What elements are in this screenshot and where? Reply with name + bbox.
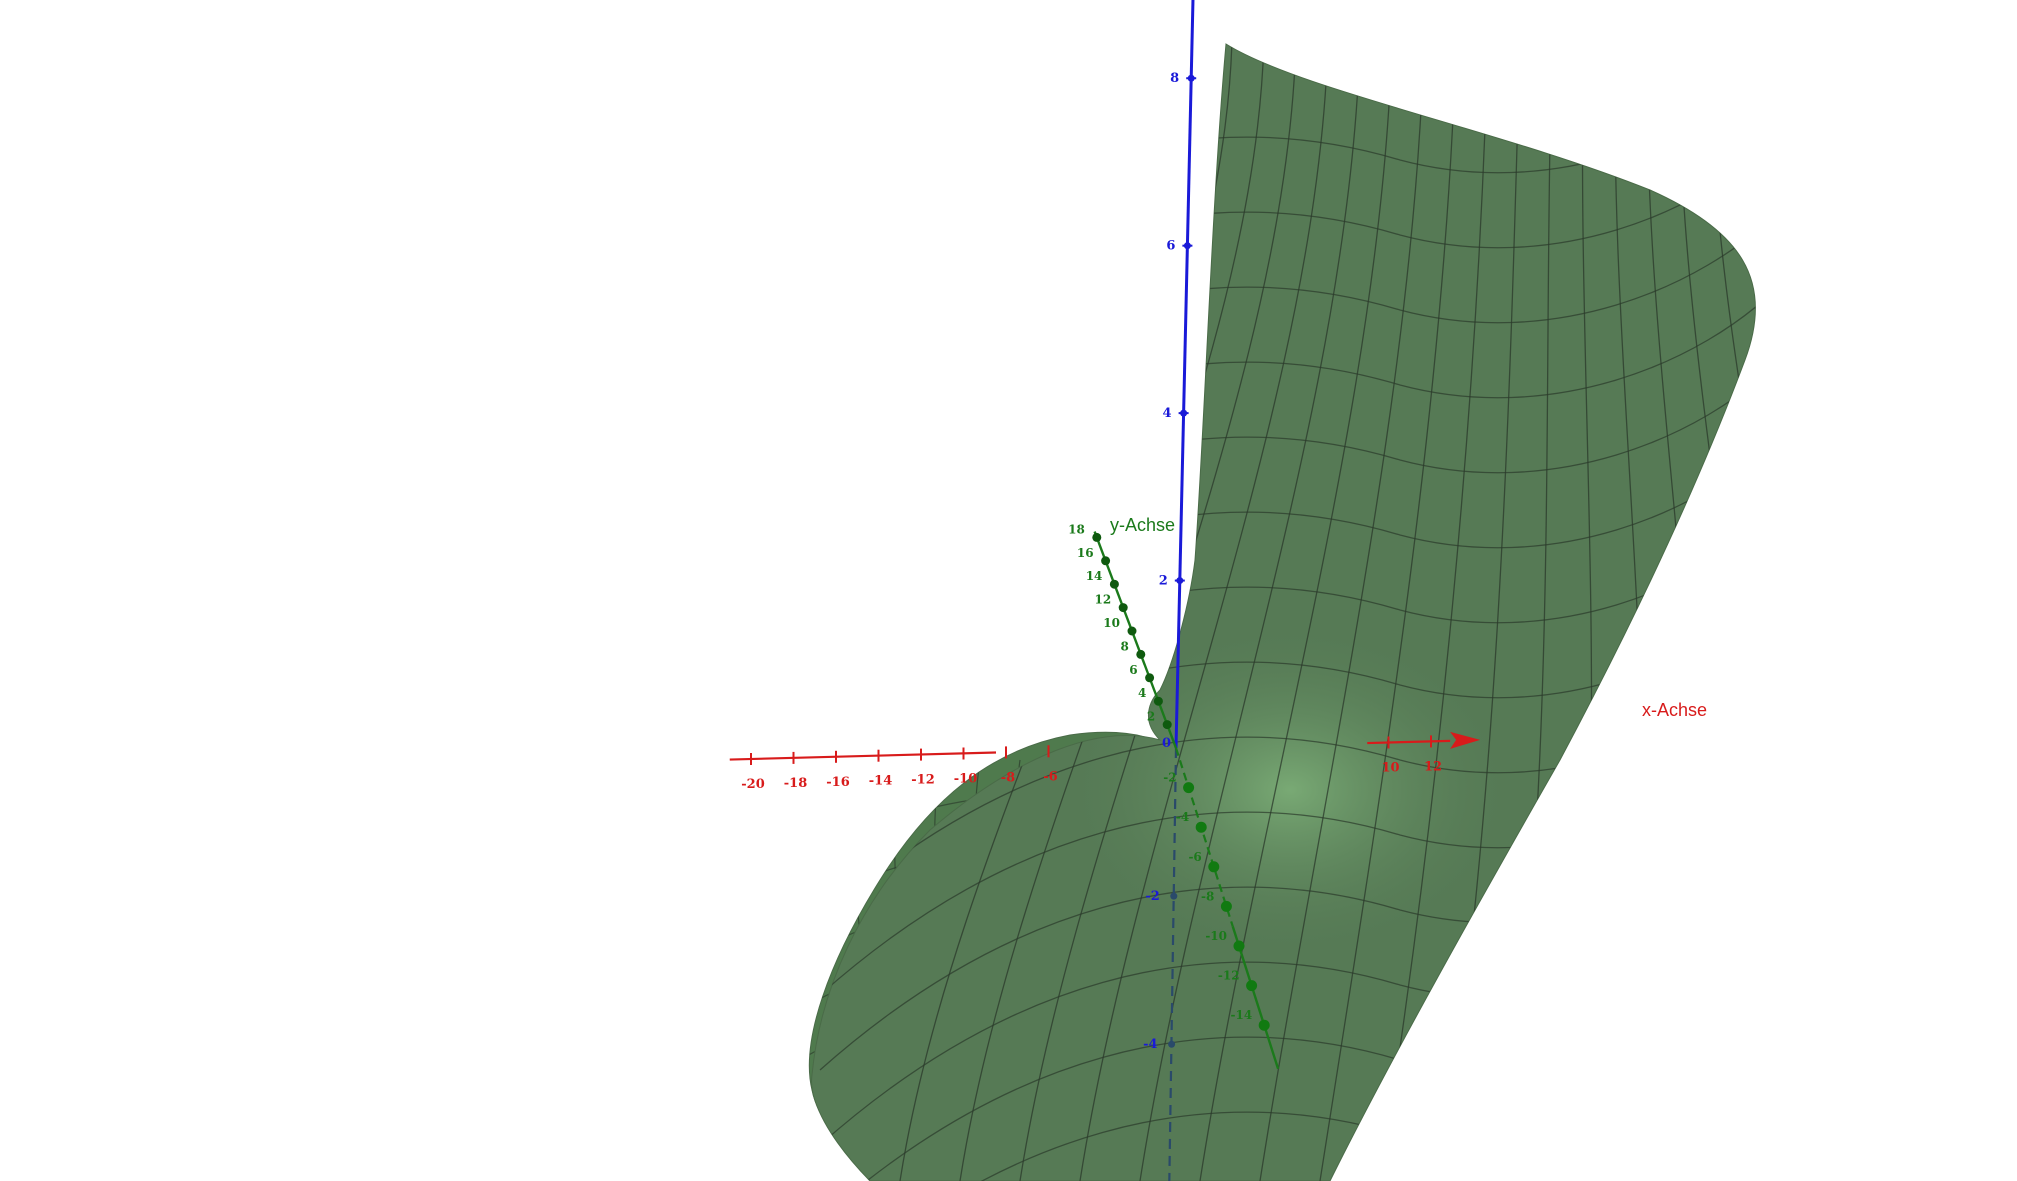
x-axis-line — [1367, 739, 1451, 745]
y-axis-tick-dot — [1127, 626, 1137, 636]
x-axis-tick-label: -18 — [784, 776, 808, 791]
y-axis-tick-label: -2 — [1163, 771, 1176, 785]
y-axis-tick-label: 14 — [1086, 569, 1103, 583]
mesh-line — [1259, 44, 1425, 1181]
z-axis-line — [1174, 0, 1195, 749]
y-axis-line — [1093, 531, 1178, 749]
x-axis-tick-label: 12 — [1424, 759, 1442, 774]
z-axis-tick-label: 2 — [1159, 574, 1168, 589]
y-axis-tick-dot — [1195, 821, 1207, 833]
x-axis-arrow — [1450, 731, 1481, 749]
mesh-line — [1742, 44, 1756, 1181]
surface-right-sheet — [811, 43, 1756, 1181]
z-axis-tick-dot — [1176, 577, 1184, 585]
y-axis-tick-dot — [1183, 782, 1195, 794]
x-axis-title: x-Achse — [1642, 700, 1707, 720]
y-axis-tick-label: 4 — [1138, 686, 1146, 700]
y-axis-tick-label: -4 — [1176, 810, 1189, 824]
z-axis-tick-dot — [1183, 242, 1191, 250]
y-axis-tick-label: 2 — [1147, 710, 1155, 724]
z-axis-tick-label: -4 — [1143, 1037, 1157, 1052]
y-axis-tick-dot — [1145, 673, 1155, 683]
y-axis-tick-label: 16 — [1077, 546, 1094, 560]
x-axis-tick-label: -12 — [911, 773, 935, 788]
x-axis-tick-label: -8 — [1001, 770, 1015, 785]
z-axis-tick-label: 4 — [1163, 406, 1172, 421]
axes-front: -20-18-16-14-12-10-8-6101224681012-2-4-6… — [741, 0, 1481, 1181]
y-axis-tick-dot — [1233, 940, 1245, 952]
x-axis-tick-label: -10 — [954, 772, 978, 787]
z-axis-tick-label: 8 — [1170, 71, 1179, 86]
y-axis-tick-label: 12 — [1094, 593, 1111, 607]
mesh-line — [1319, 44, 1457, 1181]
y-axis-tick-dot — [1220, 900, 1232, 912]
z-axis-tick-dot — [1187, 74, 1195, 82]
y-axis-tick-label: 18 — [1068, 522, 1085, 536]
y-axis-tick-label: -8 — [1201, 889, 1214, 903]
mesh-line — [1379, 44, 1489, 1181]
y-axis-tick-label: 8 — [1120, 639, 1128, 653]
y-axis-tick-label: 6 — [1129, 663, 1137, 677]
x-axis-tick-label: -6 — [1043, 769, 1057, 784]
z-axis-tick-label: 6 — [1166, 239, 1175, 254]
y-axis-tick-label: -10 — [1205, 929, 1227, 943]
mesh-line — [1079, 44, 1329, 1181]
y-axis-tick-dot — [1153, 696, 1163, 706]
y-axis-tick-label: 10 — [1103, 616, 1120, 630]
mesh-line — [1710, 44, 1756, 1181]
z-axis-tick-dot — [1180, 409, 1188, 417]
y-axis-tick-dot — [1118, 603, 1128, 613]
y-axis-tick-dot — [1109, 579, 1119, 589]
y-axis-title: y-Achse — [1110, 515, 1175, 535]
y-axis-tick-label: -6 — [1188, 850, 1201, 864]
mesh-line — [1199, 44, 1393, 1181]
z-axis-tick-dot — [1170, 892, 1178, 900]
z-axis-tick-label: -2 — [1145, 889, 1159, 904]
y-axis-tick-dot — [1136, 649, 1146, 659]
x-axis-tick-label: -20 — [741, 777, 765, 792]
z-axis-hidden-segment — [1168, 747, 1178, 1181]
y-axis-tick-dot — [1101, 556, 1111, 566]
x-axis-tick-label: -16 — [826, 775, 850, 790]
z-axis-tick-dot — [1168, 1040, 1176, 1048]
y-axis-tick-dot — [1246, 980, 1258, 992]
y-axis-tick-dot — [1162, 720, 1172, 730]
y-axis-tick-label: -12 — [1218, 969, 1240, 983]
x-axis-tick-label: -14 — [869, 774, 893, 789]
y-axis-tick-label: -14 — [1231, 1008, 1253, 1022]
x-axis-tick-label: 10 — [1381, 761, 1399, 776]
y-axis-tick-dot — [1092, 532, 1102, 542]
x-axis-line — [729, 751, 997, 761]
saddle-surface[interactable] — [800, 40, 1872, 1181]
z-axis-origin-label: 0 — [1162, 736, 1171, 751]
y-axis-tick-dot — [1258, 1019, 1270, 1031]
y-axis-tick-dot — [1208, 861, 1220, 873]
y-axis-hidden-segment — [1174, 747, 1234, 927]
